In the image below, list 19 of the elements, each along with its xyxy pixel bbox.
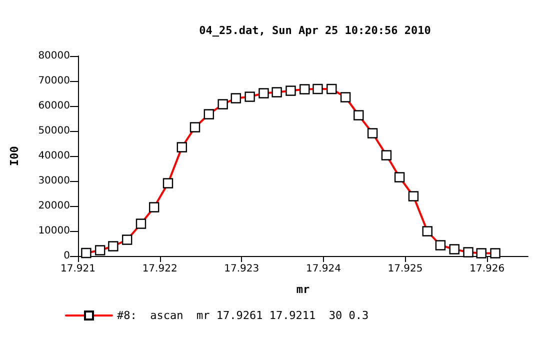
y-tick-label: 80000 <box>38 50 70 62</box>
y-tick-label: 50000 <box>38 126 70 136</box>
legend-label: #8: ascan mr 17.9261 17.9211 30 0.3 <box>117 309 369 322</box>
y-tick-label: 30000 <box>38 176 70 186</box>
y-tick-label: 0 <box>64 250 70 262</box>
y-tick-label: 40000 <box>38 150 70 162</box>
x-tick-label: 17.923 <box>224 264 260 274</box>
y-tick-label: 20000 <box>38 200 70 212</box>
x-tick-label: 17.921 <box>60 264 96 274</box>
y-tick-label: 60000 <box>38 100 70 112</box>
y-tick-label: 10000 <box>38 226 70 236</box>
x-axis-title: mr <box>296 283 310 296</box>
x-tick-label: 17.926 <box>470 264 505 274</box>
x-tick-label: 17.924 <box>306 264 341 274</box>
x-tick-label: 17.925 <box>388 264 423 274</box>
y-tick-label: 70000 <box>38 76 70 86</box>
chart-title: 04_25.dat, Sun Apr 25 10:20:56 2010 <box>199 24 431 37</box>
x-tick-label: 17.922 <box>142 264 178 274</box>
y-axis-title: I00 <box>8 146 21 166</box>
